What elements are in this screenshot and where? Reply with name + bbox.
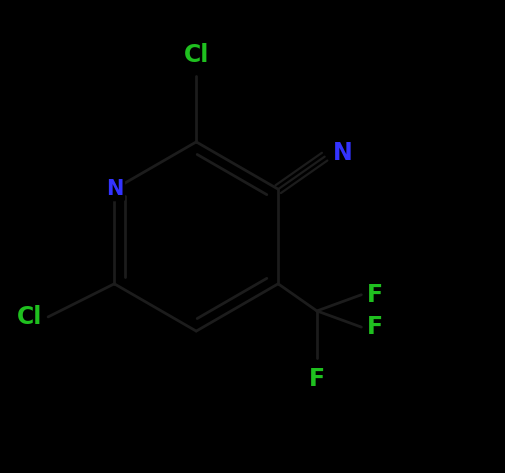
Text: N: N	[332, 141, 352, 165]
Text: F: F	[366, 315, 382, 339]
Text: F: F	[366, 283, 382, 307]
Text: F: F	[308, 367, 324, 391]
Text: Cl: Cl	[17, 305, 42, 329]
Text: N: N	[106, 179, 123, 199]
Text: Cl: Cl	[183, 43, 209, 67]
